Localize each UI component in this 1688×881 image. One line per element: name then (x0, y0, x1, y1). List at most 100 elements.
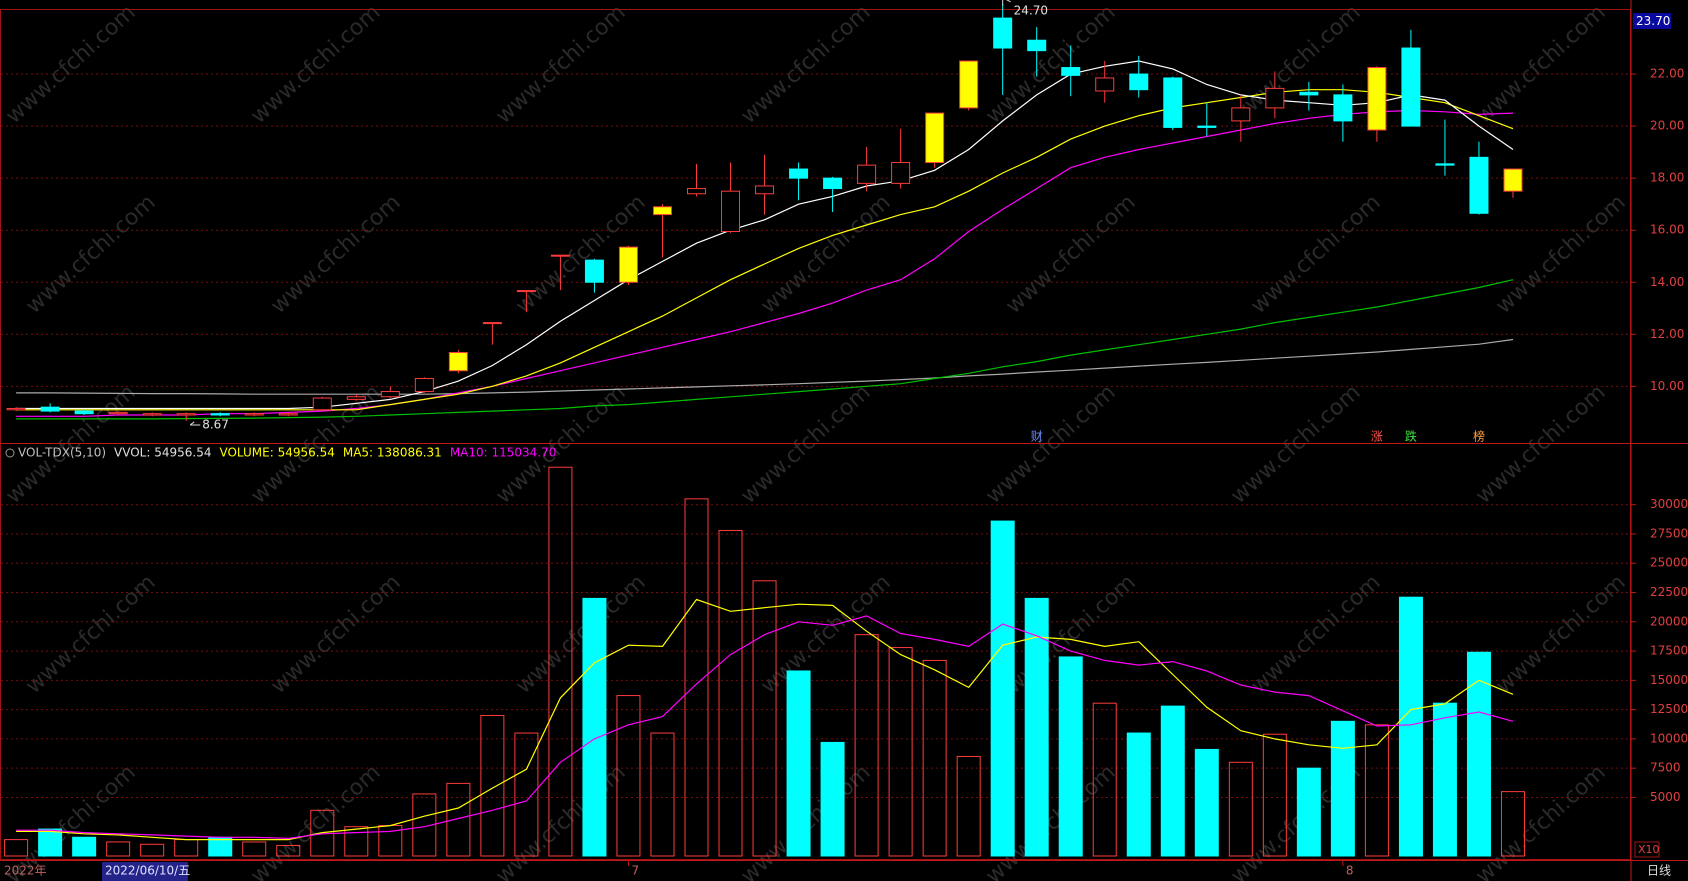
period-label: 日线 (1647, 864, 1671, 878)
header-text: MA5: 138086.31 (343, 446, 442, 460)
candle-body (789, 168, 809, 179)
volume-bar (922, 659, 947, 857)
candle-body (244, 413, 264, 416)
ma-line (16, 615, 1514, 840)
volume-bar (242, 841, 267, 857)
event-badge: 榜 (1473, 429, 1485, 444)
candle-body (448, 352, 468, 372)
volume-bar (1500, 791, 1525, 857)
candle-body (857, 164, 877, 184)
y-tick-label: 18.00 (1650, 171, 1684, 185)
volume-bar (1058, 656, 1083, 857)
candle-body (40, 406, 60, 412)
top-label: 23.70 (1636, 14, 1670, 28)
volume-bar (480, 714, 505, 857)
event-badge: 财 (1031, 430, 1043, 444)
volume-bar (276, 844, 301, 857)
y-tick-label: 7500 (1650, 761, 1681, 775)
low-marker (189, 421, 201, 426)
candle-body (1401, 47, 1421, 127)
volume-bar (820, 741, 845, 857)
volume-bar (1160, 705, 1185, 857)
y-tick-label: 15000 (1650, 673, 1688, 687)
volume-bar (4, 839, 29, 857)
volume-bar (854, 634, 879, 857)
volume-bar (344, 826, 369, 857)
candle-body (721, 190, 741, 233)
volume-bar (786, 670, 811, 857)
high-marker (1002, 0, 1011, 6)
y-tick-label: 22500 (1650, 585, 1688, 599)
candle-body (1163, 77, 1183, 128)
candle-body (142, 413, 162, 416)
high-label: 24.70 (1014, 4, 1048, 18)
y-tick-label: 12.00 (1650, 327, 1684, 341)
candle-body (1231, 107, 1251, 122)
ma-line (16, 109, 1514, 417)
candle-body (108, 411, 128, 415)
unit-box (1634, 841, 1660, 858)
volume-bar (1194, 748, 1219, 857)
header-text: MA10: 115034.70 (450, 446, 557, 460)
volume-bar (650, 732, 675, 857)
y-tick-label: 5000 (1650, 790, 1681, 804)
candle-body (584, 259, 604, 283)
y-tick-label: 22.00 (1650, 67, 1684, 81)
candle-body (1129, 73, 1149, 91)
candle-body (1333, 94, 1353, 122)
candle-body (516, 290, 536, 293)
candle-body (1095, 77, 1115, 92)
volume-bar (446, 782, 471, 857)
candle-body (1469, 156, 1489, 214)
y-tick-label: 30000 (1650, 497, 1688, 511)
y-tick-label: 27500 (1650, 526, 1688, 540)
volume-bar (582, 597, 607, 857)
candle-body (891, 162, 911, 184)
volume-bar (1466, 651, 1491, 857)
volume-bar (1364, 724, 1389, 857)
y-tick-label: 10.00 (1650, 379, 1684, 393)
volume-bar (514, 732, 539, 857)
volume-bar (548, 466, 573, 857)
candle-body (1027, 39, 1047, 52)
unit-label: X10 (1638, 843, 1660, 856)
y-tick-label: 10000 (1650, 731, 1688, 745)
candle-body (482, 322, 502, 325)
top-label-box (1633, 13, 1671, 29)
volume-bar (1228, 761, 1253, 857)
volume-bar (412, 793, 437, 857)
y-tick-label: 20.00 (1650, 119, 1684, 133)
candle-body (1435, 163, 1455, 166)
y-tick-label: 20000 (1650, 614, 1688, 628)
header-text: VOLUME: 54956.54 (219, 446, 334, 460)
y-tick-label: 14.00 (1650, 275, 1684, 289)
candle-body (210, 413, 230, 416)
volume-bar (72, 836, 97, 857)
volume-bar (888, 647, 913, 857)
volume-bar (990, 520, 1015, 857)
candle-body (176, 413, 196, 416)
candle-body (414, 378, 434, 393)
y-tick-label: 16.00 (1650, 223, 1684, 237)
volume-bar (106, 841, 131, 857)
candle-body (278, 413, 298, 416)
candle-body (550, 254, 570, 257)
event-badge: 跌 (1405, 429, 1417, 444)
candle-body (1265, 87, 1285, 109)
volume-bar (1296, 767, 1321, 857)
candle-body (1367, 67, 1387, 131)
candle-body (652, 206, 672, 216)
volume-bar (1024, 597, 1049, 857)
candle-body (1197, 125, 1217, 128)
y-tick-label: 25000 (1650, 556, 1688, 570)
candle-body (755, 185, 775, 195)
event-badge: 涨 (1371, 429, 1383, 444)
date-label: 2022/06/10/五 (105, 864, 190, 878)
low-label: 8.67 (202, 417, 229, 431)
candle-body (312, 397, 332, 411)
volume-bar (38, 828, 63, 857)
ma-line (16, 598, 1514, 841)
volume-bar (956, 755, 981, 857)
volume-bar (1398, 596, 1423, 857)
